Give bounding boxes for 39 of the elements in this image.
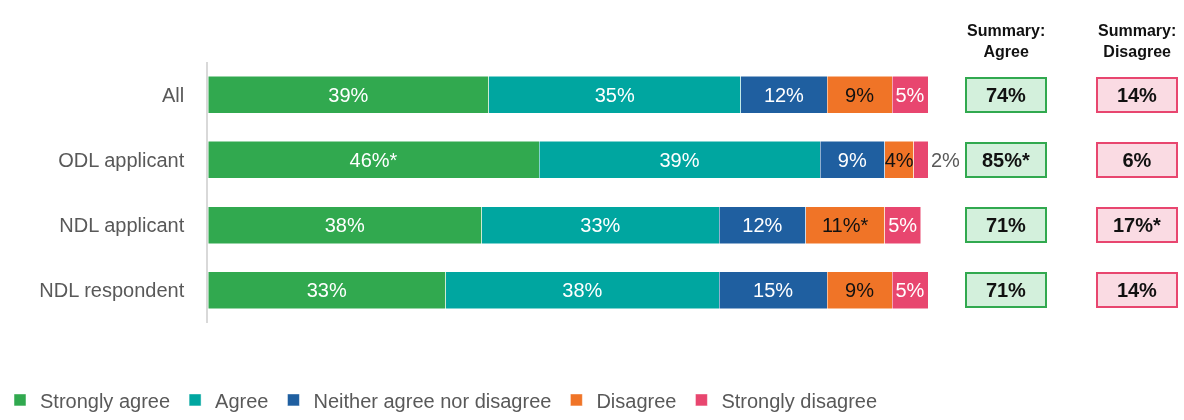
text: 74% [985, 84, 1027, 106]
text: 71% [985, 214, 1027, 236]
data-label: 39% [659, 148, 700, 171]
data-label: 15% [753, 279, 794, 302]
data-label: 12% [763, 83, 805, 106]
text: Summary: Disagree [1098, 22, 1177, 60]
text: 17%* [1112, 214, 1162, 236]
data-label: 38% [324, 214, 365, 237]
legend-label: Strongly disagree [721, 389, 878, 412]
y-tick-label: All [162, 83, 185, 106]
text: Summary: Agree [967, 22, 1046, 60]
text: 85%* [981, 149, 1031, 171]
data-label: 5% [895, 83, 925, 106]
data-label: 2% [931, 148, 961, 171]
data-label: 39% [328, 83, 369, 106]
text: 6% [1122, 149, 1152, 171]
data-label: 5% [895, 279, 925, 302]
data-label: 9% [837, 148, 867, 171]
y-tick-label: ODL applicant [58, 148, 185, 171]
legend-label: Disagree [596, 389, 677, 412]
y-tick-label: NDL applicant [59, 214, 185, 237]
data-label: 4% [884, 148, 914, 171]
text: 14% [1116, 279, 1158, 301]
legend-label: Strongly agree [40, 389, 171, 412]
data-label: 12% [742, 214, 783, 237]
data-label: 33% [306, 279, 347, 302]
text: 14% [1116, 84, 1158, 106]
data-label: 9% [845, 83, 875, 106]
data-label: 38% [562, 279, 603, 302]
data-label: 5% [888, 214, 918, 237]
data-label: 33% [580, 214, 621, 237]
legend-label: Neither agree nor disagree [313, 389, 552, 412]
data-label: 46%* [349, 148, 398, 171]
y-tick-label: NDL respondent [39, 279, 185, 302]
text: 71% [985, 279, 1027, 301]
data-label: 35% [594, 83, 635, 106]
data-label: 11%* [821, 214, 869, 237]
data-label: 9% [845, 279, 875, 302]
legend-label: Agree [215, 389, 269, 412]
